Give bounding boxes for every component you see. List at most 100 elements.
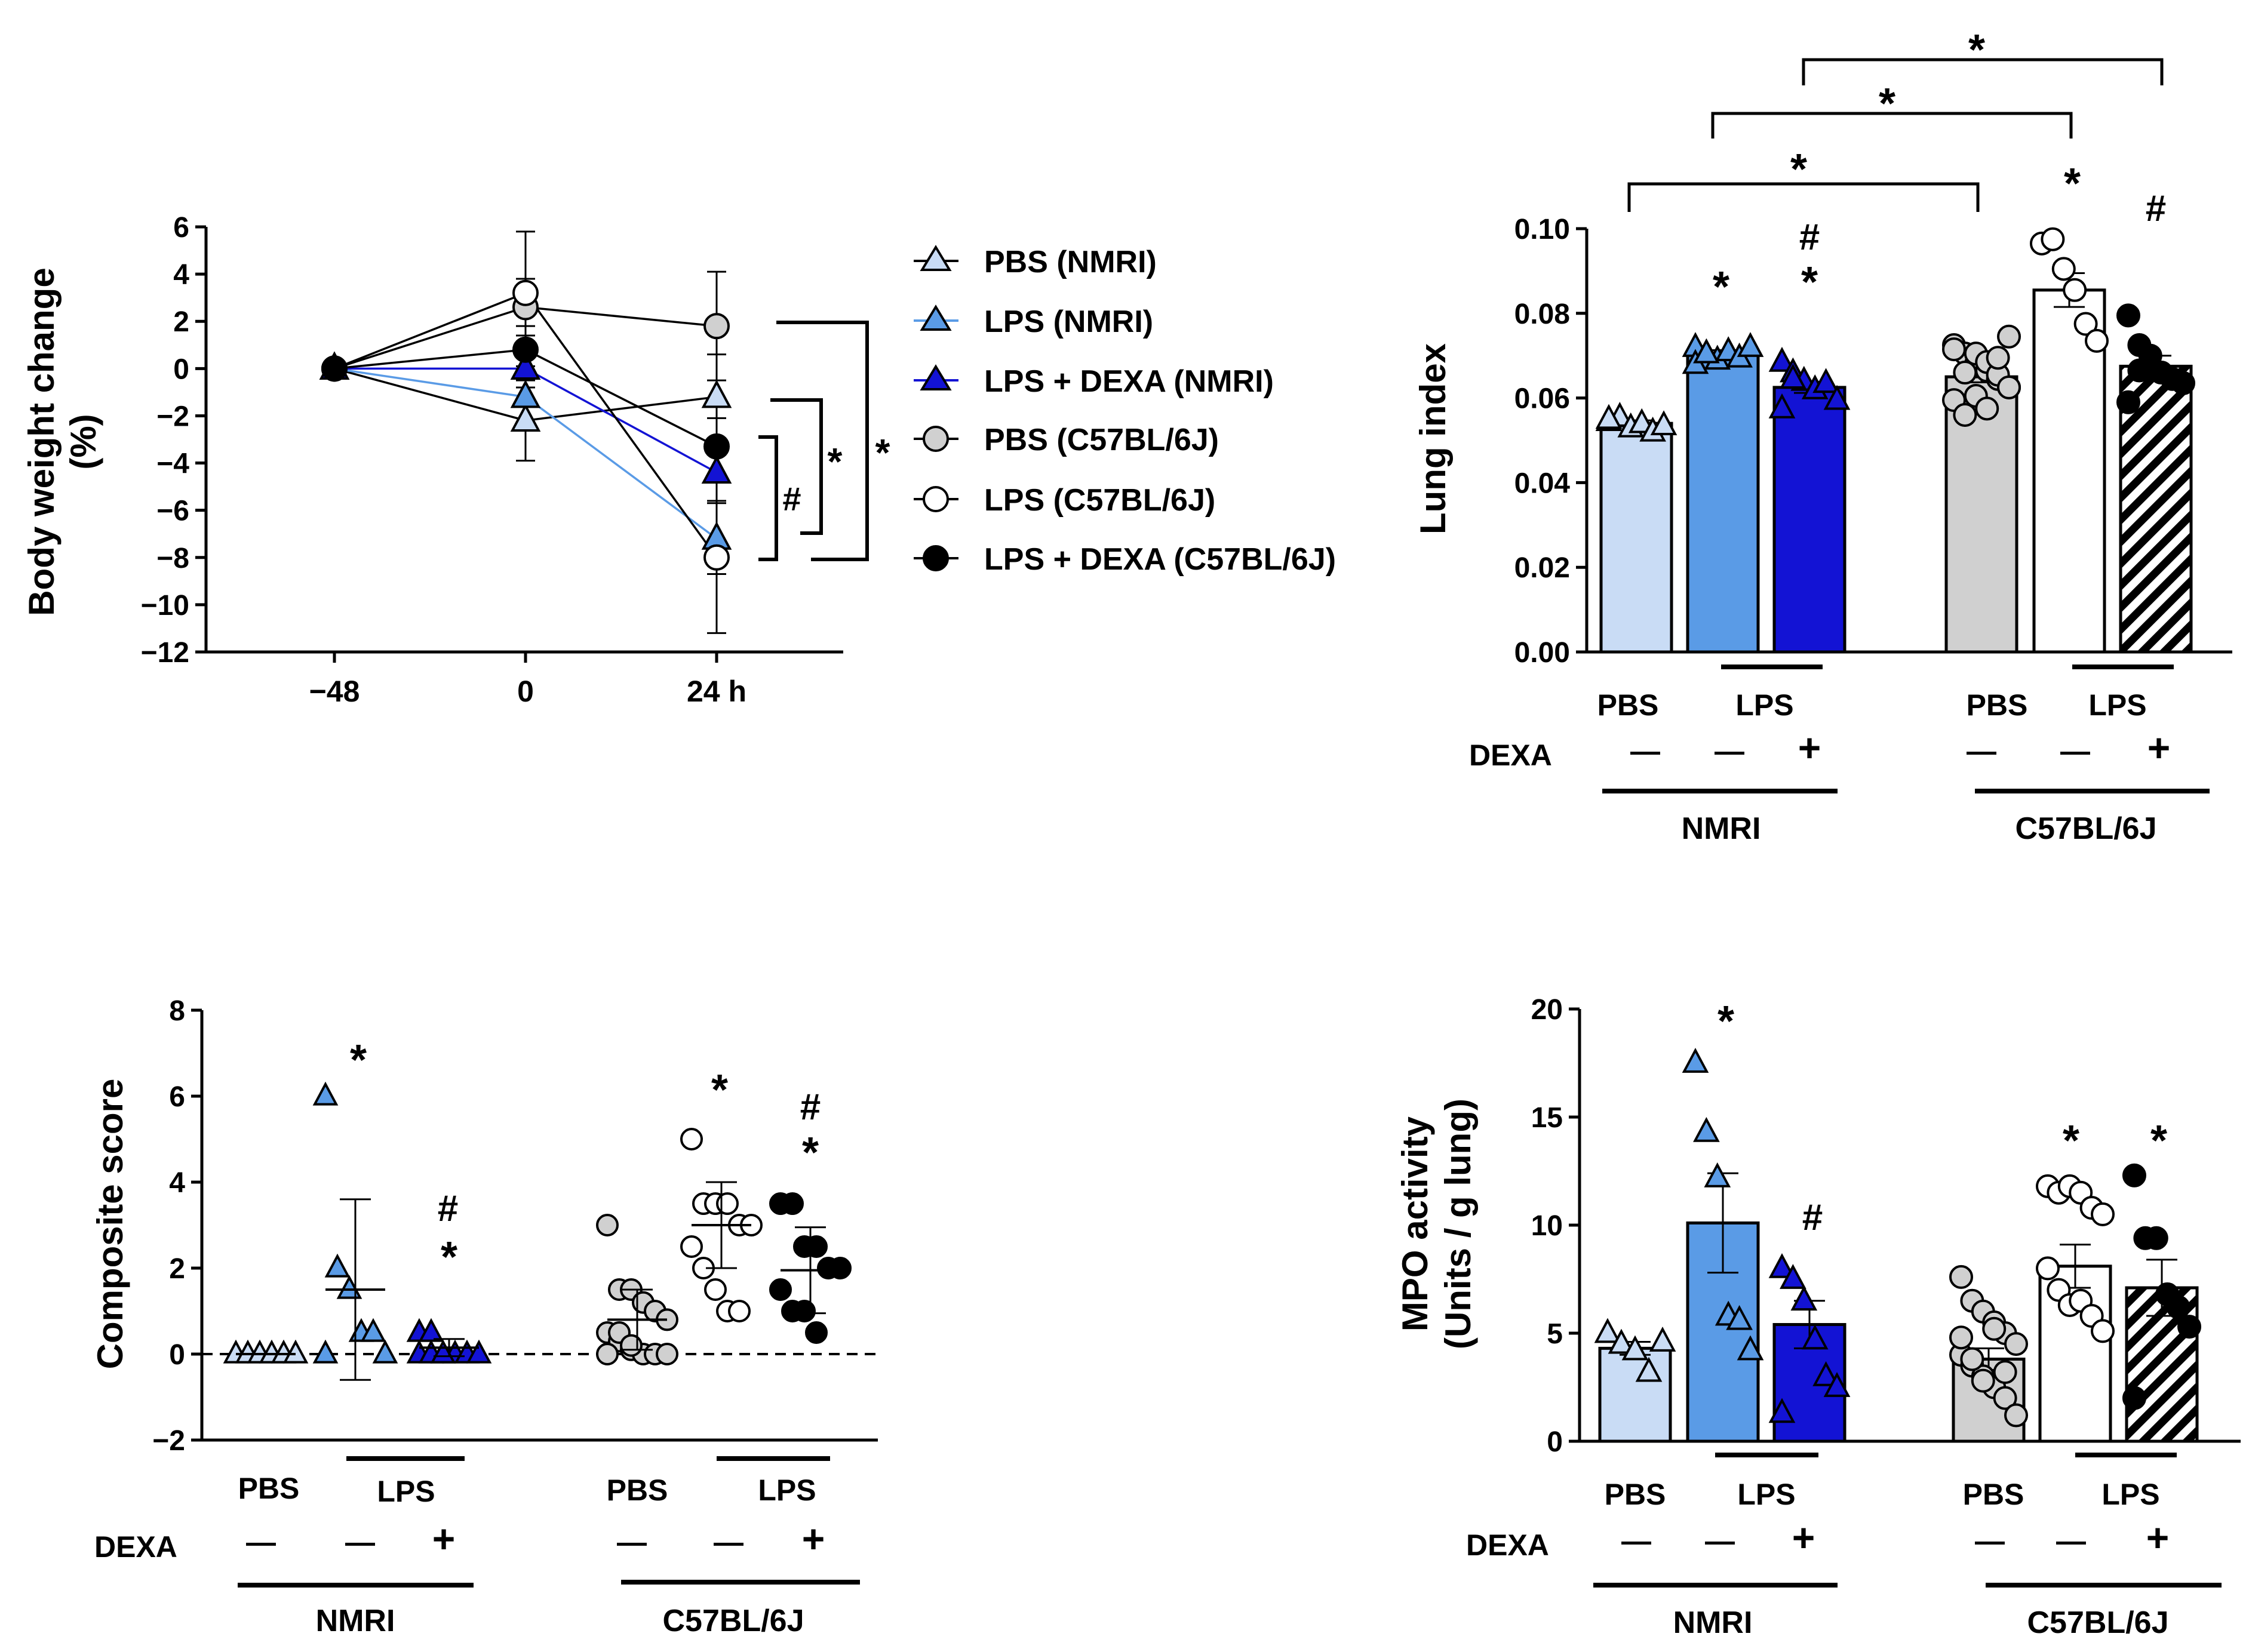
comp-strain-label-nmri: NMRI (316, 1604, 395, 1638)
lung-point-lps-c57 (2063, 278, 2087, 302)
legend-label-pbs-c57: PBS (C57BL/6J) (984, 423, 1219, 457)
legend-item-dexa-nmri: LPS + DEXA (NMRI) (914, 364, 1274, 399)
lung-bar-pbs-nmri (1599, 422, 1673, 654)
lung-point-lps-c57 (2041, 227, 2065, 251)
comp-point-dexa-nmri (466, 1339, 492, 1364)
lung-y-tick-label: 0.02 (1514, 552, 1570, 584)
mpo-strain-label-c57: C57BL/6J (2027, 1605, 2169, 1640)
lung-bracket-1 (1627, 182, 1980, 212)
mpo-point-dexa-nmri (1801, 1324, 1829, 1350)
lung-bracket-3-label: * (1968, 26, 1985, 74)
lung-point-pbs-c57 (1997, 375, 2021, 399)
comp-point-dexa-c57 (805, 1321, 828, 1344)
lung-bar-dexa-c57 (2119, 364, 2193, 654)
bw-y-tick-label: 4 (173, 259, 189, 291)
comp-dexa-sign-1: — (246, 1525, 276, 1559)
mpo-point-lps-c57 (2035, 1256, 2060, 1281)
mpo-point-pbs-nmri (1635, 1356, 1663, 1382)
body-weight-axes: 6 4 2 0 −2 −4 −6 −8 −10 −12 (141, 212, 843, 669)
legend-triangle-icon (920, 245, 952, 271)
comp-point-lps-nmri (324, 1253, 351, 1278)
bw-y-tick-label: −4 (156, 448, 189, 480)
lung-pbs-label-nmri: PBS (1597, 688, 1659, 722)
bw-y-tick-label: 6 (173, 212, 189, 244)
bw-point-dexa-nmri (510, 351, 541, 380)
lung-group-labels: PBS LPS PBS LPS DEXA — — + — — + NMRI C5… (1469, 665, 2210, 846)
lung-lps-label-nmri: LPS (1735, 688, 1793, 722)
comp-point-dexa-c57 (781, 1192, 804, 1215)
mpo-point-pbs-c57 (2004, 1403, 2029, 1428)
mpo-dexa-sign-3: + (1792, 1515, 1815, 1559)
lung-strain-label-c57: C57BL/6J (2016, 811, 2157, 846)
mpo-point-pbs-c57 (1993, 1360, 2017, 1385)
legend-item-dexa-c57: LPS + DEXA (C57BL/6J) (914, 542, 1336, 577)
comp-label-dexa-c57-star: * (802, 1129, 819, 1177)
mpo-point-dexa-nmri (1812, 1361, 1839, 1386)
lung-pbs-label-c57: PBS (1967, 688, 2028, 722)
comp-strain-label-c57: C57BL/6J (663, 1604, 804, 1638)
legend-label-lps-c57: LPS (C57BL/6J) (984, 483, 1215, 518)
comp-y-tick-label: 2 (169, 1253, 185, 1285)
comp-y-tick-label: 8 (169, 995, 185, 1027)
mpo-point-pbs-nmri (1649, 1327, 1676, 1352)
mpo-point-dexa-c57 (2122, 1163, 2146, 1188)
comp-dexa-sign-2: — (345, 1525, 375, 1559)
comp-lps-label-c57: LPS (758, 1473, 816, 1507)
comp-point-lps-nmri (360, 1318, 386, 1342)
comp-y-tick-label: 4 (169, 1167, 185, 1199)
mpo-dexa-sign-1: — (1621, 1524, 1651, 1558)
lung-dexa-sign-3: + (1798, 725, 1821, 770)
lung-point-dexa-nmri (1768, 346, 1796, 372)
mpo-point-pbs-c57 (1949, 1325, 1973, 1350)
bw-point-dexa-c57 (703, 433, 730, 460)
comp-label-lps-nmri-star: * (350, 1036, 367, 1084)
mpo-y-tick-label: 10 (1531, 1210, 1563, 1242)
lung-point-pbs-nmri (1650, 410, 1677, 436)
body-weight-panel: 6 4 2 0 −2 −4 −6 −8 −10 −12 Body weight change (%… (21, 212, 1336, 708)
bw-point-dexa-nmri (701, 455, 732, 484)
lung-strain-label-nmri: NMRI (1682, 811, 1761, 846)
comp-point-pbs-nmri (282, 1339, 309, 1364)
lung-bar-label-lps-nmri-star: * (1713, 263, 1729, 311)
mpo-dexa-sign-2: — (1705, 1524, 1735, 1558)
comp-point-dexa-c57 (805, 1235, 828, 1258)
bw-point-lps-c57 (703, 544, 730, 571)
lung-dexa-sign-1: — (1630, 734, 1660, 768)
lung-point-dexa-nmri (1780, 364, 1806, 389)
comp-dexa-sign-3: + (432, 1516, 456, 1561)
lung-bar-label-dexa-nmri-hash: # (1799, 217, 1820, 258)
mpo-dexa-label: DEXA (1466, 1528, 1549, 1562)
mpo-group-labels: PBS LPS PBS LPS DEXA — — + — — + NMRI C5… (1466, 1453, 2222, 1640)
mpo-lps-label-nmri: LPS (1737, 1478, 1795, 1511)
comp-point-lps-nmri (372, 1339, 398, 1364)
composite-score-panel: 8 6 4 2 0 −2 Composite score * # * * # * PBS … (90, 995, 878, 1638)
mpo-point-pbs-nmri (1621, 1335, 1649, 1361)
mpo-y-tick-label: 20 (1531, 994, 1563, 1026)
mpo-point-dexa-c57 (2166, 1295, 2190, 1319)
lung-point-pbs-c57 (1953, 361, 1977, 385)
bw-y-tick-label: 2 (173, 306, 189, 338)
lung-y-tick-label: 0.00 (1514, 637, 1570, 669)
mpo-strain-label-nmri: NMRI (1673, 1605, 1753, 1640)
mpo-point-lps-nmri (1693, 1116, 1720, 1142)
comp-point-dexa-c57 (769, 1278, 792, 1301)
bw-y-tick-label: −10 (141, 590, 189, 622)
comp-dexa-sign-4: — (617, 1525, 647, 1559)
mpo-point-dexa-c57 (2122, 1386, 2146, 1410)
bw-y-tick-label: −2 (156, 401, 189, 432)
comp-point-dexa-c57 (793, 1300, 816, 1322)
lung-point-dexa-nmri (1812, 368, 1839, 393)
mpo-activity-axes: 20 15 10 5 0 (1531, 994, 2241, 1458)
bw-point-dexa-c57 (321, 355, 348, 382)
legend-circle-icon (923, 426, 949, 452)
lung-bracket-2 (1711, 112, 2073, 139)
comp-dexa-sign-5: — (714, 1525, 743, 1559)
comp-point-lps-nmri (312, 1081, 339, 1106)
lung-dexa-sign-6: + (2147, 725, 2171, 770)
comp-point-pbs-c57 (656, 1343, 678, 1365)
lung-point-pbs-c57 (1997, 324, 2021, 349)
bw-ylabel-line2: (%) (63, 414, 103, 469)
comp-point-lps-c57 (704, 1278, 727, 1301)
mpo-point-pbs-c57 (1960, 1347, 1984, 1371)
